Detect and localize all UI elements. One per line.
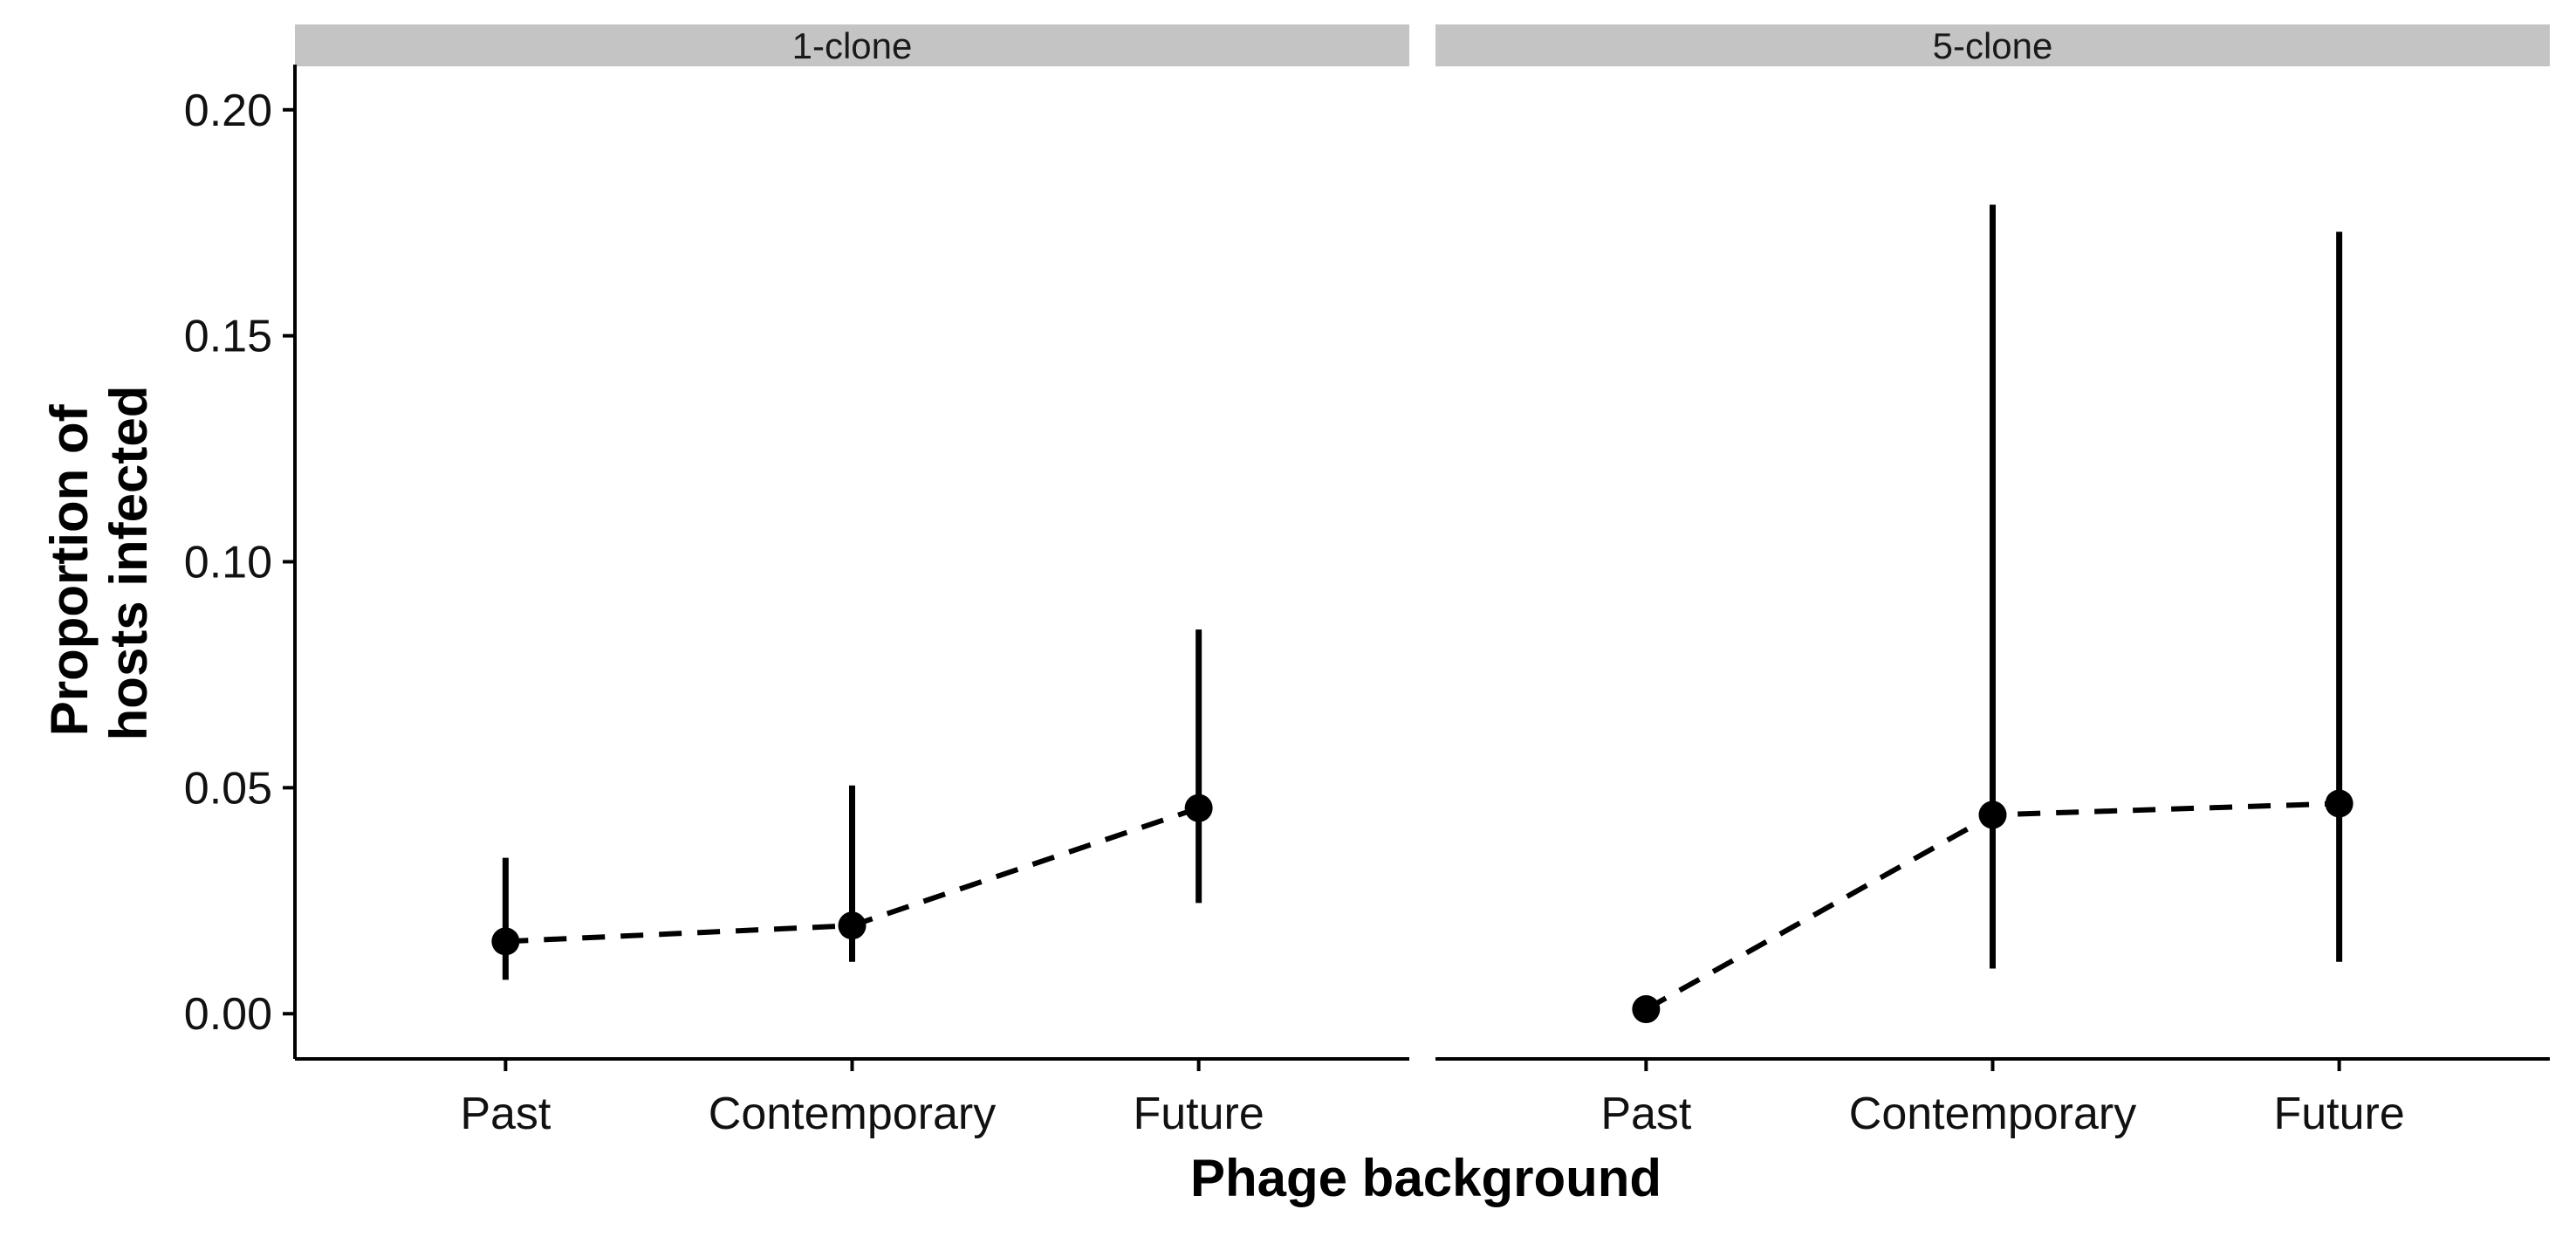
facet-strip — [295, 24, 1409, 66]
x-tick-label: Past — [460, 1089, 552, 1139]
x-tick-label: Contemporary — [709, 1089, 996, 1139]
data-point — [1184, 794, 1213, 822]
y-axis-title-line-2: hosts infected — [99, 386, 158, 741]
x-tick-label: Past — [1600, 1089, 1692, 1139]
data-point — [491, 927, 520, 956]
data-point — [838, 911, 867, 940]
y-axis-title: Proportion of hosts infected — [40, 386, 158, 741]
y-axis-title-line-1: Proportion of — [40, 403, 99, 736]
y-tick-label: 0.15 — [184, 312, 272, 362]
y-tick-label: 0.00 — [184, 989, 272, 1040]
x-tick-label: Future — [1133, 1089, 1264, 1139]
x-tick-label: Contemporary — [1849, 1089, 2136, 1139]
panel: Past Contemporary Future — [295, 629, 1409, 1139]
facet-panels: Past Contemporary Future Past Contemporary Fu… — [295, 204, 2550, 1139]
facet-strip-label: 1-clone — [792, 25, 913, 66]
data-point — [2325, 789, 2353, 818]
facet-strip-label: 5-clone — [1933, 25, 2053, 66]
data-point — [1632, 995, 1661, 1024]
x-tick-label: Future — [2273, 1089, 2404, 1139]
facet-strip — [1435, 24, 2550, 66]
panel: Past Contemporary Future — [1435, 204, 2550, 1139]
x-axis-title: Phage background — [1190, 1149, 1661, 1207]
y-tick-label: 0.05 — [184, 763, 272, 814]
y-tick-label: 0.10 — [184, 538, 272, 588]
facet-strips: 1-clone 5-clone — [295, 24, 2550, 66]
data-point — [1978, 801, 2007, 829]
y-axis: 0.00 0.05 0.10 0.15 0.20 — [184, 65, 297, 1059]
y-tick-label: 0.20 — [184, 86, 272, 136]
